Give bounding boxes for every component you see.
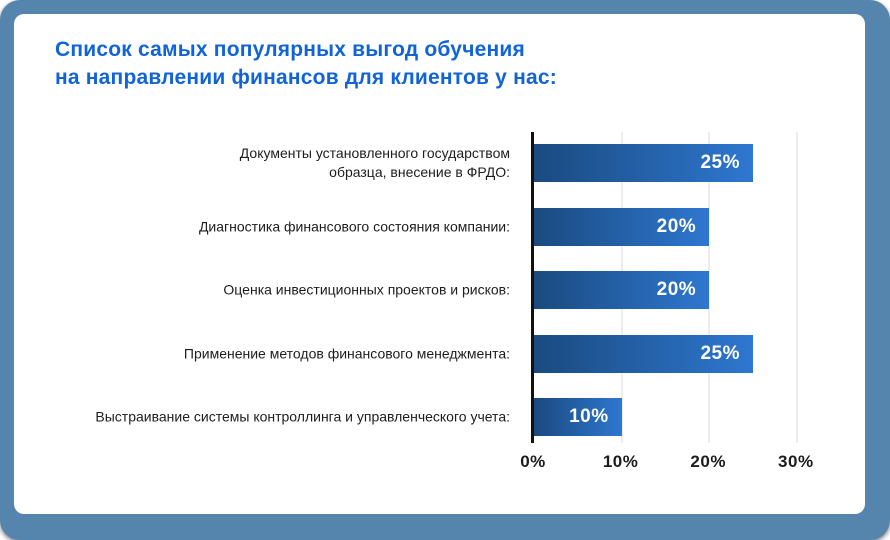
bar-category-label: Применение методов финансового менеджмен… [183, 345, 510, 361]
gridline [708, 132, 711, 443]
bar-category-label: Выстраивание системы контроллинга и упра… [95, 408, 510, 425]
bar-category-label: Оценка инвестиционных проектов и рисков: [223, 281, 510, 298]
bar-category-label: Документы установленного государством об… [239, 145, 510, 180]
bar-row: Документы установленного государством об… [14, 144, 865, 182]
bar: 25% [534, 334, 753, 373]
x-tick-label: 20% [690, 452, 726, 471]
bar-value-label: 25% [700, 342, 740, 364]
x-tick-label: 10% [602, 452, 639, 471]
bar-value-label: 10% [569, 406, 609, 427]
bar-chart: Документы установленного государством об… [14, 14, 865, 514]
bar-value-label: 25% [700, 152, 740, 173]
y-axis-line [531, 132, 534, 443]
x-tick-label: 30% [778, 452, 814, 471]
bar-category-label: Диагностика финансового состояния компан… [198, 218, 510, 234]
bar: 25% [534, 144, 753, 182]
chart-title: Список самых популярных выгод обучения н… [55, 38, 557, 89]
bar-row: Применение методов финансового менеджмен… [14, 334, 865, 373]
x-tick-label: 0% [520, 452, 546, 471]
bar-row: Оценка инвестиционных проектов и рисков:… [14, 271, 865, 309]
bar-value-label: 20% [656, 279, 697, 300]
chart-card: Список самых популярных выгод обучения н… [14, 14, 865, 514]
bar: 10% [534, 398, 622, 436]
gridline [795, 132, 798, 443]
bar: 20% [534, 271, 710, 309]
bar-value-label: 20% [656, 215, 697, 237]
bar-row: Диагностика финансового состояния компан… [14, 207, 865, 246]
bar-row: Выстраивание системы контроллинга и упра… [14, 398, 865, 436]
bar: 20% [534, 207, 710, 246]
